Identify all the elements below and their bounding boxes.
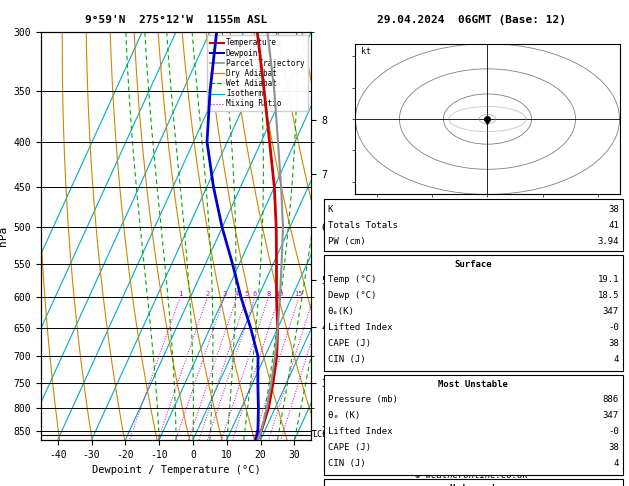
- Text: θₑ(K): θₑ(K): [328, 307, 355, 316]
- Text: Lifted Index: Lifted Index: [328, 427, 392, 436]
- Text: 2: 2: [205, 292, 209, 297]
- Text: 41: 41: [608, 221, 619, 230]
- Text: 347: 347: [603, 307, 619, 316]
- Text: 8: 8: [266, 292, 270, 297]
- Y-axis label: hPa: hPa: [0, 226, 8, 246]
- Text: 38: 38: [608, 205, 619, 214]
- Text: 347: 347: [603, 411, 619, 420]
- Text: CAPE (J): CAPE (J): [328, 339, 370, 348]
- Text: 38: 38: [608, 339, 619, 348]
- Text: 18.5: 18.5: [598, 291, 619, 300]
- Text: 19.1: 19.1: [598, 275, 619, 284]
- Text: kt: kt: [361, 47, 371, 56]
- Text: θₑ (K): θₑ (K): [328, 411, 360, 420]
- Text: -0: -0: [608, 427, 619, 436]
- Text: LCL: LCL: [313, 430, 327, 439]
- Text: Most Unstable: Most Unstable: [438, 380, 508, 389]
- Text: Surface: Surface: [455, 260, 492, 269]
- Text: © weatheronline.co.uk: © weatheronline.co.uk: [415, 471, 528, 480]
- Text: 10: 10: [275, 292, 283, 297]
- Text: 38: 38: [608, 443, 619, 452]
- Text: CIN (J): CIN (J): [328, 459, 365, 469]
- Text: Pressure (mb): Pressure (mb): [328, 395, 398, 404]
- Text: 15: 15: [294, 292, 303, 297]
- Text: 4: 4: [613, 459, 619, 469]
- Text: 4: 4: [235, 292, 239, 297]
- X-axis label: Dewpoint / Temperature (°C): Dewpoint / Temperature (°C): [92, 465, 260, 475]
- Text: 3.94: 3.94: [598, 237, 619, 246]
- Text: Lifted Index: Lifted Index: [328, 323, 392, 332]
- Text: CAPE (J): CAPE (J): [328, 443, 370, 452]
- Text: 886: 886: [603, 395, 619, 404]
- Text: CIN (J): CIN (J): [328, 355, 365, 364]
- Text: Hodograph: Hodograph: [449, 484, 498, 486]
- Text: K: K: [328, 205, 333, 214]
- Text: 9°59'N  275°12'W  1155m ASL: 9°59'N 275°12'W 1155m ASL: [85, 15, 267, 25]
- Text: 1: 1: [178, 292, 182, 297]
- Text: 5: 5: [245, 292, 249, 297]
- Text: Dewp (°C): Dewp (°C): [328, 291, 376, 300]
- Text: 6: 6: [253, 292, 257, 297]
- Y-axis label: km
ASL: km ASL: [328, 227, 350, 244]
- Text: 4: 4: [613, 355, 619, 364]
- Text: 3: 3: [222, 292, 226, 297]
- Text: Temp (°C): Temp (°C): [328, 275, 376, 284]
- Text: 29.04.2024  06GMT (Base: 12): 29.04.2024 06GMT (Base: 12): [377, 15, 566, 25]
- Text: Totals Totals: Totals Totals: [328, 221, 398, 230]
- Text: PW (cm): PW (cm): [328, 237, 365, 246]
- Legend: Temperature, Dewpoint, Parcel Trajectory, Dry Adiabat, Wet Adiabat, Isotherm, Mi: Temperature, Dewpoint, Parcel Trajectory…: [207, 35, 308, 111]
- Text: -0: -0: [608, 323, 619, 332]
